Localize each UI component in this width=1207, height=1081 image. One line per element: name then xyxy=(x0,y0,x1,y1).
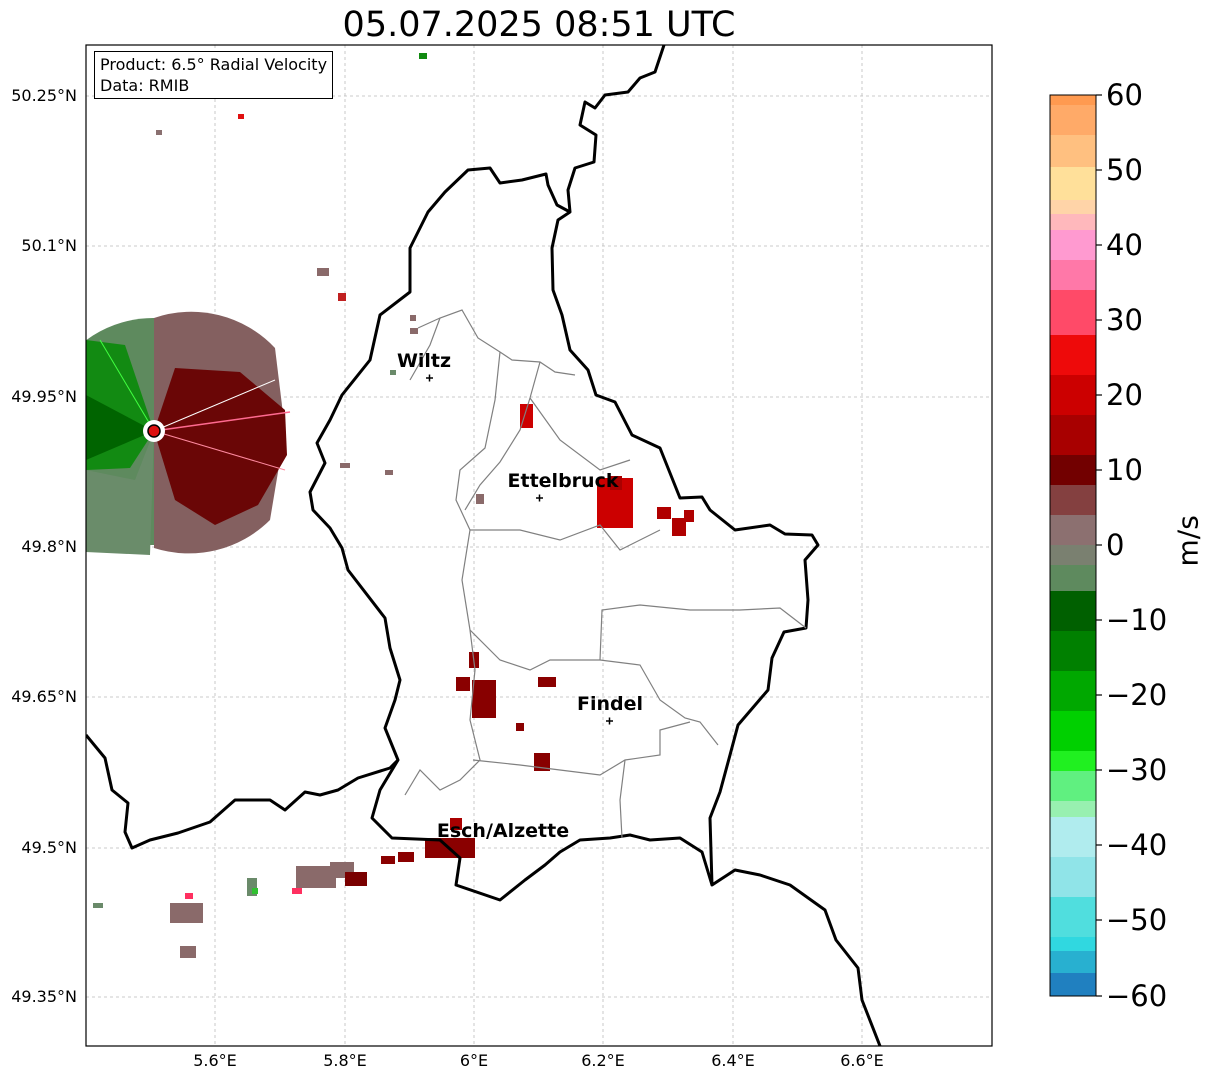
colorbar-tick-label: −10 xyxy=(1106,603,1168,637)
info-box: Product: 6.5° Radial Velocity Data: RMIB xyxy=(94,51,334,99)
lon-label: 6.4°E xyxy=(711,1051,755,1070)
lat-label: 49.8°N xyxy=(21,537,77,556)
city-markers xyxy=(426,374,613,725)
radar-velocity-field xyxy=(86,311,291,555)
radar-echoes xyxy=(93,53,694,958)
lat-label: 49.5°N xyxy=(21,838,77,857)
radar-site-marker xyxy=(147,424,161,438)
colorbar-tick-label: 10 xyxy=(1106,453,1143,487)
product-label: Product: 6.5° Radial Velocity xyxy=(100,55,328,74)
lat-label: 49.35°N xyxy=(11,987,77,1006)
lon-label: 6°E xyxy=(459,1051,489,1070)
lon-label: 5.8°E xyxy=(323,1051,367,1070)
lat-label: 49.95°N xyxy=(11,387,77,406)
data-source-label: Data: RMIB xyxy=(100,76,190,95)
colorbar-tick-label: 0 xyxy=(1106,528,1125,562)
colorbar-tick-label: 50 xyxy=(1106,153,1143,187)
colorbar-tick-label: −60 xyxy=(1106,979,1168,1013)
city-label-findel: Findel xyxy=(576,693,644,715)
lon-label: 6.2°E xyxy=(581,1051,625,1070)
city-label-wiltz: Wiltz xyxy=(396,350,452,372)
national-borders xyxy=(86,45,882,1046)
lat-label: 50.1°N xyxy=(21,236,77,255)
lat-label: 49.65°N xyxy=(11,687,77,706)
colorbar-tick-label: 40 xyxy=(1106,228,1143,262)
map-gridlines xyxy=(86,45,992,1046)
canton-borders xyxy=(404,309,807,839)
colorbar-tick-label: −40 xyxy=(1106,828,1168,862)
lat-label: 50.25°N xyxy=(11,86,77,105)
page-title: 05.07.2025 08:51 UTC xyxy=(342,5,736,45)
colorbar-tick-label: 60 xyxy=(1106,78,1143,112)
city-label-ettelbruck: Ettelbruck xyxy=(507,470,619,492)
colorbar-tick-label: −20 xyxy=(1106,678,1168,712)
colorbar-tick-label: −50 xyxy=(1106,903,1168,937)
colorbar-tick-label: 30 xyxy=(1106,303,1143,337)
lon-label: 5.6°E xyxy=(193,1051,237,1070)
colorbar-tick-label: −30 xyxy=(1106,753,1168,787)
map-frame xyxy=(85,44,993,1047)
lon-label: 6.6°E xyxy=(840,1051,884,1070)
colorbar-tick-label: 20 xyxy=(1106,378,1143,412)
colorbar-unit-label: m/s xyxy=(1171,515,1205,567)
colorbar xyxy=(1049,94,1102,997)
city-label-esch-alzette: Esch/Alzette xyxy=(436,820,570,842)
